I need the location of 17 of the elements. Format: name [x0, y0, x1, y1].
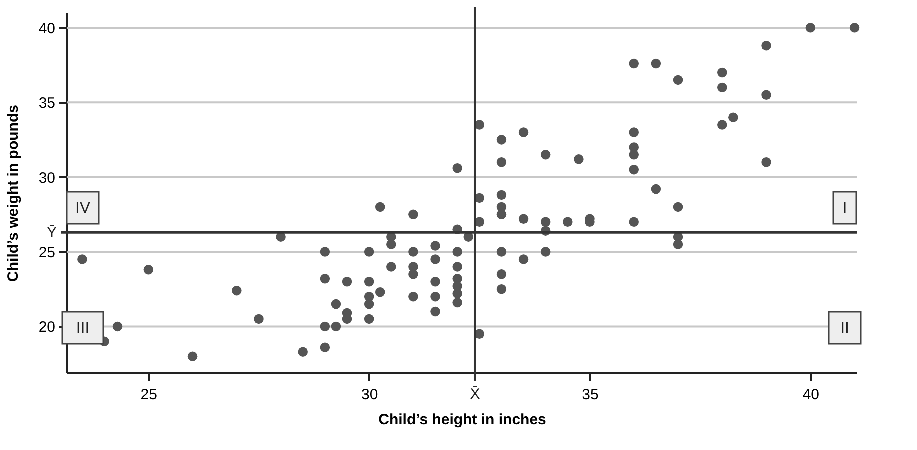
annotation: I [842, 200, 848, 217]
y-axis-title: Child’s weight in pounds [4, 105, 22, 282]
y-tick-label: 20 [38, 319, 56, 336]
x-tick-label: 25 [140, 386, 158, 404]
x-axis-title: Child’s height in inches [378, 412, 546, 428]
x-tick-label: 35 [582, 386, 599, 404]
x-tick-label: 40 [802, 386, 820, 404]
annotation: IV [75, 200, 91, 217]
y-tick-label: 35 [38, 95, 56, 112]
ref-line-label: Ȳ [46, 224, 57, 242]
y-tick-label: 25 [38, 244, 56, 262]
annotation: II [840, 320, 850, 337]
annotation: III [76, 320, 90, 337]
ref-line-label: X̄ [470, 386, 480, 403]
x-tick-label: 30 [361, 386, 378, 404]
y-tick-label: 40 [38, 20, 56, 38]
y-tick-label: 30 [38, 170, 56, 187]
